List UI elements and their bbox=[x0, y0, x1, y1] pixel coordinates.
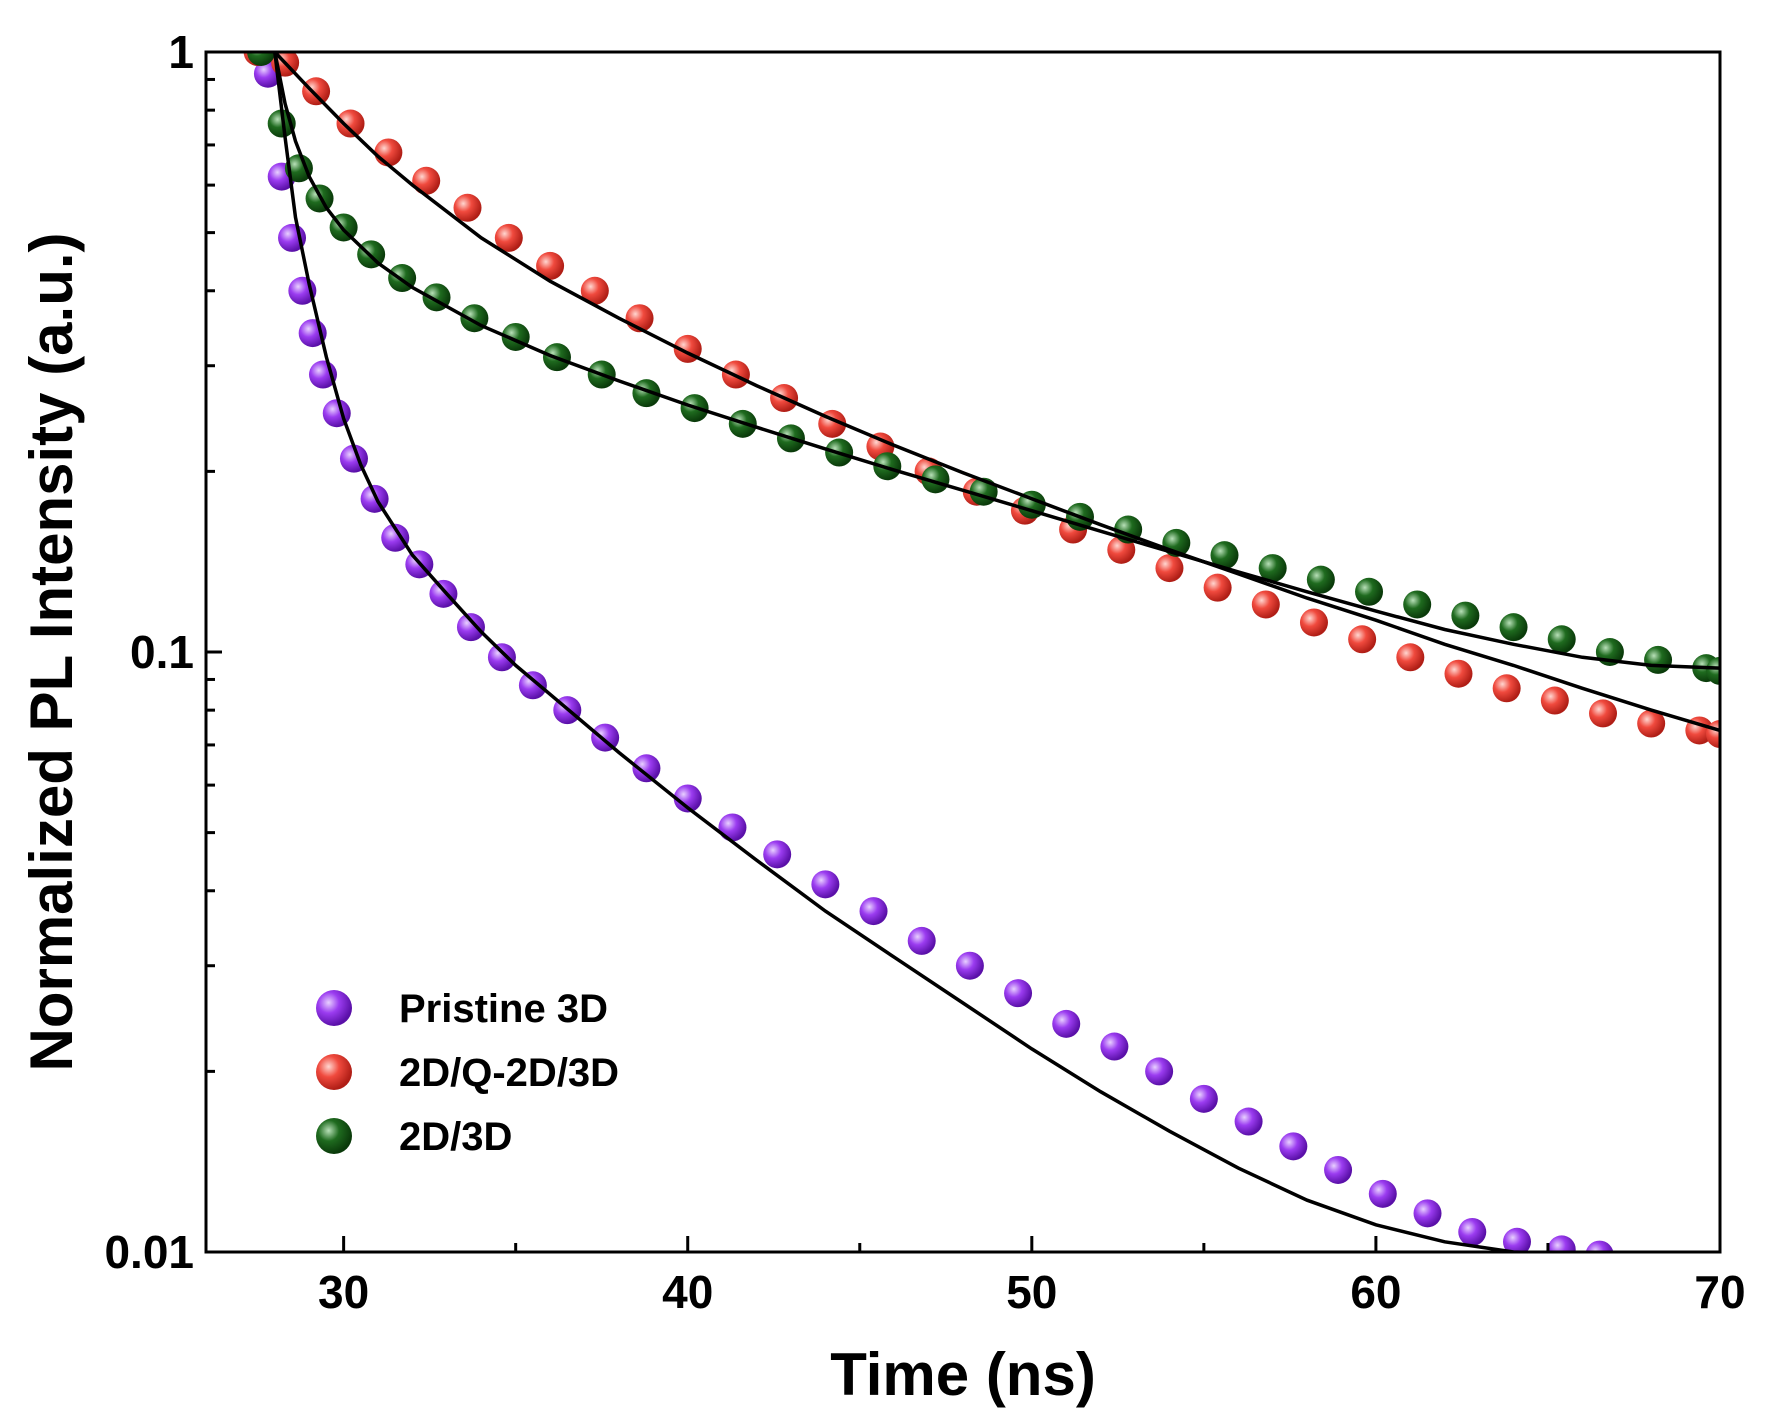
legend-marker-1 bbox=[316, 1054, 352, 1090]
data-point-1-7 bbox=[494, 223, 523, 252]
data-point-1-25 bbox=[1348, 625, 1377, 654]
data-point-0-38 bbox=[1585, 1240, 1614, 1252]
fit-line-1 bbox=[273, 52, 1720, 733]
legend-marker-2 bbox=[316, 1118, 352, 1154]
data-point-1-21 bbox=[1155, 554, 1184, 583]
legend: Pristine 3D 2D/Q-2D/3D 2D/3D bbox=[316, 987, 619, 1159]
data-point-0-30 bbox=[1234, 1107, 1263, 1136]
data-point-0-17 bbox=[632, 754, 661, 783]
data-point-0-12 bbox=[456, 613, 485, 642]
data-point-1-30 bbox=[1589, 699, 1618, 728]
data-point-2-35 bbox=[1706, 656, 1720, 685]
data-point-1-5 bbox=[412, 166, 441, 195]
fit-line-2 bbox=[273, 52, 1720, 670]
data-point-0-24 bbox=[955, 951, 984, 980]
data-point-2-30 bbox=[1499, 613, 1528, 642]
data-point-2-31 bbox=[1547, 625, 1576, 654]
data-point-0-13 bbox=[487, 643, 516, 672]
data-point-2-12 bbox=[632, 379, 661, 408]
y-tick-label-1: 0.1 bbox=[130, 626, 194, 678]
data-point-1-23 bbox=[1251, 590, 1280, 619]
data-point-0-34 bbox=[1413, 1199, 1442, 1228]
data-point-0-35 bbox=[1458, 1217, 1487, 1246]
x-tick-label-30: 30 bbox=[318, 1266, 369, 1318]
x-tick-label-50: 50 bbox=[1006, 1266, 1057, 1318]
data-point-1-31 bbox=[1637, 709, 1666, 738]
data-point-2-18 bbox=[921, 465, 950, 494]
legend-label-1: 2D/Q-2D/3D bbox=[399, 1051, 619, 1095]
data-point-0-14 bbox=[518, 671, 547, 700]
data-point-1-29 bbox=[1540, 686, 1569, 715]
data-point-0-27 bbox=[1100, 1032, 1129, 1061]
data-point-0-36 bbox=[1502, 1227, 1531, 1252]
data-point-2-26 bbox=[1306, 565, 1335, 594]
data-point-0-23 bbox=[907, 926, 936, 955]
x-axis-title: Time (ns) bbox=[830, 1341, 1096, 1408]
data-point-2-25 bbox=[1258, 554, 1287, 583]
data-point-1-6 bbox=[453, 193, 482, 222]
data-point-0-20 bbox=[763, 840, 792, 869]
data-point-1-2 bbox=[302, 77, 331, 106]
data-point-0-21 bbox=[811, 870, 840, 899]
data-point-1-28 bbox=[1492, 674, 1521, 703]
data-point-2-29 bbox=[1451, 601, 1480, 630]
data-point-2-2 bbox=[284, 154, 313, 183]
y-axis-title: Normalized PL Intensity (a.u.) bbox=[18, 232, 85, 1071]
data-point-0-29 bbox=[1189, 1084, 1218, 1113]
data-point-0-26 bbox=[1052, 1009, 1081, 1038]
data-point-1-22 bbox=[1203, 573, 1232, 602]
legend-marker-0 bbox=[316, 990, 352, 1026]
data-point-0-11 bbox=[429, 579, 458, 608]
data-point-1-4 bbox=[374, 138, 403, 167]
legend-label-0: Pristine 3D bbox=[399, 987, 608, 1031]
data-point-0-19 bbox=[718, 813, 747, 842]
data-point-0-28 bbox=[1145, 1057, 1174, 1086]
x-tick-label-70: 70 bbox=[1694, 1266, 1745, 1318]
data-point-1-27 bbox=[1444, 659, 1473, 688]
data-point-1-26 bbox=[1396, 643, 1425, 672]
data-point-2-24 bbox=[1210, 541, 1239, 570]
data-point-1-9 bbox=[580, 276, 609, 305]
data-point-2-27 bbox=[1355, 577, 1384, 606]
data-point-1-8 bbox=[536, 251, 565, 280]
data-point-0-37 bbox=[1547, 1235, 1576, 1252]
y-tick-label-2: 1 bbox=[168, 26, 194, 78]
data-point-2-28 bbox=[1403, 590, 1432, 619]
data-point-0-32 bbox=[1324, 1155, 1353, 1184]
data-point-2-33 bbox=[1644, 645, 1673, 674]
data-point-0-33 bbox=[1368, 1179, 1397, 1208]
data-point-0-22 bbox=[859, 897, 888, 926]
data-point-0-25 bbox=[1004, 979, 1033, 1008]
data-point-1-24 bbox=[1299, 608, 1328, 637]
data-point-1-3 bbox=[336, 109, 365, 138]
data-point-2-0 bbox=[247, 52, 276, 66]
data-point-0-9 bbox=[381, 523, 410, 552]
fit-line-0 bbox=[273, 52, 1560, 1252]
x-tick-label-60: 60 bbox=[1350, 1266, 1401, 1318]
data-point-0-31 bbox=[1279, 1132, 1308, 1161]
legend-label-2: 2D/3D bbox=[399, 1115, 512, 1159]
y-tick-label-0: 0.01 bbox=[104, 1226, 194, 1278]
data-point-0-18 bbox=[673, 784, 702, 813]
x-tick-label-40: 40 bbox=[662, 1266, 713, 1318]
